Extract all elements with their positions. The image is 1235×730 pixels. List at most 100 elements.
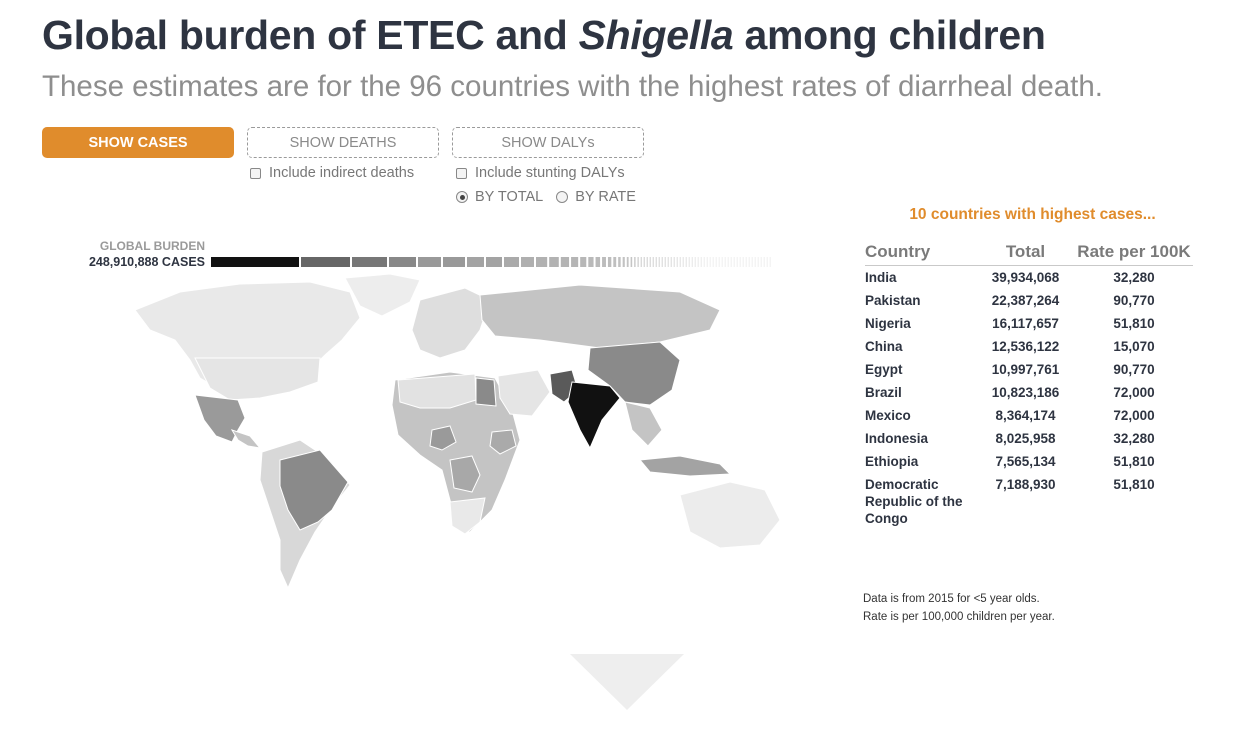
cell-rate: 32,280 (1113, 270, 1155, 285)
burden-segment (754, 257, 756, 267)
burden-segment (613, 257, 617, 267)
burden-segment (588, 257, 594, 267)
view-mode-group: BY TOTAL BY RATE (456, 189, 636, 205)
table-row: Egypt 10,997,761 90,770 (865, 358, 1193, 381)
cell-country: Pakistan (865, 293, 921, 308)
footnotes: Data is from 2015 for <5 year olds. Rate… (863, 590, 1055, 626)
cell-country: Democratic Republic of the Congo (865, 477, 963, 526)
map-country-ethiopia (489, 429, 517, 455)
column-header-rate[interactable]: Rate per 100K (1075, 240, 1193, 266)
global-burden-bar (211, 257, 771, 267)
table-row: Nigeria 16,117,657 51,810 (865, 312, 1193, 335)
stunting-dalys-checkbox[interactable] (456, 167, 467, 179)
cell-country: Indonesia (865, 431, 929, 446)
burden-segment (595, 257, 601, 267)
burden-segment (730, 257, 732, 267)
by-total-radio[interactable] (456, 191, 468, 203)
burden-segment (685, 257, 687, 267)
map-country-india (567, 381, 621, 450)
burden-segment (736, 257, 738, 267)
burden-segment (649, 257, 651, 267)
burden-segment (622, 257, 625, 267)
table-row: China 12,536,122 15,070 (865, 335, 1193, 358)
stunting-dalys-label: Include stunting DALYs (475, 165, 625, 181)
burden-segment (763, 257, 765, 267)
burden-segment (688, 257, 690, 267)
burden-segment (618, 257, 621, 267)
burden-segment (769, 257, 771, 267)
burden-segment (739, 257, 741, 267)
burden-segment (721, 257, 723, 267)
cell-total: 22,387,264 (991, 293, 1060, 308)
burden-segment (637, 257, 639, 267)
burden-segment (691, 257, 693, 267)
burden-segment (634, 257, 636, 267)
cell-total: 39,934,068 (991, 270, 1060, 285)
map-country-nigeria (429, 425, 457, 451)
burden-segment (712, 257, 714, 267)
cell-rate: 90,770 (1113, 293, 1155, 308)
burden-segment-china (389, 257, 416, 267)
map-region-usa (194, 357, 321, 401)
map-country-china (587, 341, 681, 406)
cell-country: Egypt (865, 362, 903, 377)
burden-segments-rest (521, 257, 771, 267)
by-total-label: BY TOTAL (475, 189, 544, 205)
burden-segment (745, 257, 747, 267)
map-region-europe (411, 287, 491, 359)
burden-segment (748, 257, 750, 267)
by-rate-radio[interactable] (556, 191, 569, 203)
burden-segment (560, 257, 570, 267)
cell-country: India (865, 270, 897, 285)
burden-segment (673, 257, 675, 267)
burden-segment (658, 257, 660, 267)
global-burden-value: 248,910,888 CASES (88, 255, 205, 269)
cell-total: 7,188,930 (995, 477, 1056, 492)
burden-segment (751, 257, 753, 267)
world-map[interactable] (120, 270, 810, 600)
cell-country: Ethiopia (865, 454, 919, 469)
indirect-deaths-option[interactable]: Include indirect deaths (250, 165, 414, 181)
indirect-deaths-checkbox[interactable] (250, 167, 261, 179)
burden-segment-brazil (443, 257, 465, 267)
map-country-brazil (279, 449, 349, 531)
cell-rate: 51,810 (1113, 454, 1155, 469)
burden-segment (626, 257, 629, 267)
column-header-country[interactable]: Country (865, 240, 976, 266)
burden-segment (682, 257, 684, 267)
map-region-greenland (344, 273, 421, 317)
show-cases-button[interactable]: SHOW CASES (42, 127, 234, 158)
show-deaths-button[interactable]: SHOW DEATHS (247, 127, 439, 158)
burden-segment (655, 257, 657, 267)
map-region-australia (679, 481, 781, 549)
column-header-total[interactable]: Total (978, 240, 1073, 266)
burden-segment (727, 257, 729, 267)
cell-rate: 32,280 (1113, 431, 1155, 446)
burden-segment-india (211, 257, 299, 267)
burden-segment (667, 257, 669, 267)
cell-total: 12,536,122 (991, 339, 1060, 354)
burden-segment (760, 257, 762, 267)
table-row: India 39,934,068 32,280 (865, 266, 1193, 289)
burden-segment (694, 257, 696, 267)
cell-country: Mexico (865, 408, 911, 423)
scroll-down-arrow-icon[interactable] (570, 654, 684, 710)
burden-segment (733, 257, 735, 267)
cell-country: Nigeria (865, 316, 911, 331)
title-italic-text: Shigella (578, 12, 734, 58)
burden-segment (571, 257, 579, 267)
map-region-north-africa (397, 373, 477, 409)
map-region-russia (479, 284, 721, 349)
cell-rate: 51,810 (1113, 316, 1155, 331)
map-region-central-america (230, 429, 262, 449)
stunting-dalys-option[interactable]: Include stunting DALYs (456, 165, 625, 181)
burden-segment (700, 257, 702, 267)
burden-segment (549, 257, 559, 267)
burden-segment (536, 257, 548, 267)
burden-segment-mexico (467, 257, 484, 267)
burden-segment-egypt (418, 257, 441, 267)
cell-rate: 72,000 (1113, 408, 1155, 423)
show-dalys-button[interactable]: SHOW DALYs (452, 127, 644, 158)
burden-segment (679, 257, 681, 267)
cell-total: 8,364,174 (995, 408, 1056, 423)
